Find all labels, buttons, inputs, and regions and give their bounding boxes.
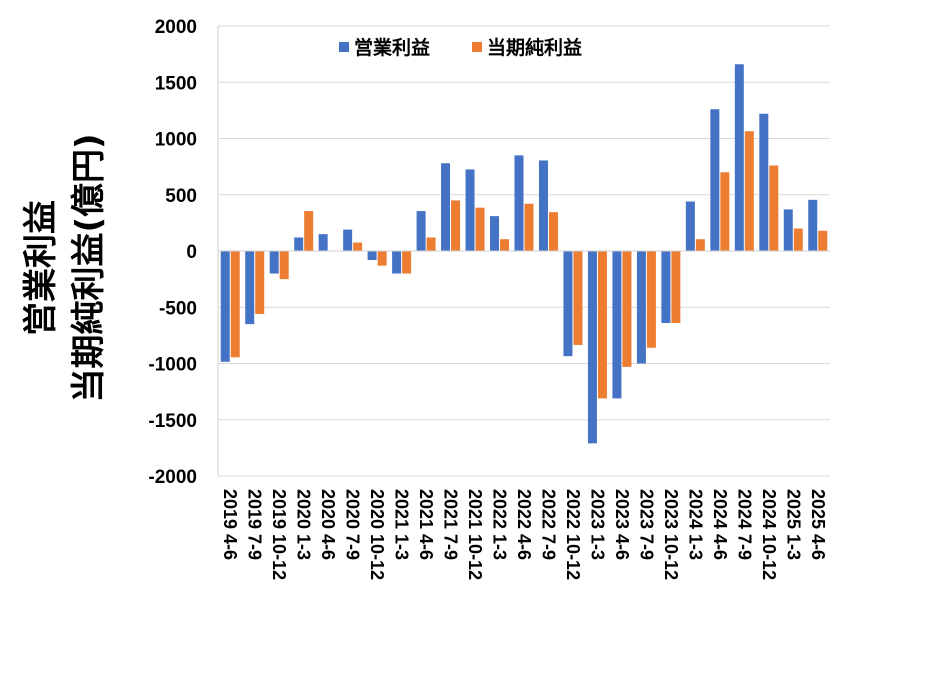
bar-operating-profit: [587, 251, 597, 444]
bar-operating-profit: [783, 209, 793, 252]
legend-swatch-operating-profit: [339, 42, 349, 52]
bar-operating-profit: [734, 64, 744, 251]
bar-net-profit: [793, 228, 803, 251]
y-axis-title-line-1: 営業利益: [21, 200, 61, 336]
y-tick-label: -1000: [148, 355, 197, 376]
y-tick-label: -2000: [148, 467, 197, 488]
bar-net-profit: [304, 211, 314, 251]
y-tick-label: 1000: [155, 130, 197, 151]
bar-net-profit: [695, 239, 705, 251]
x-category-label: 2020 1-3: [294, 489, 314, 560]
y-axis-title: 営業利益 当期純利益(億円): [21, 133, 109, 402]
bar-operating-profit: [318, 234, 328, 252]
x-category-label: 2021 4-6: [416, 489, 436, 560]
bar-net-profit: [744, 131, 754, 251]
bar-operating-profit: [563, 251, 573, 357]
bar-operating-profit: [685, 201, 695, 251]
y-tick-label: -500: [159, 298, 197, 319]
bar-net-profit: [377, 251, 387, 266]
x-category-label: 2023 4-6: [612, 489, 632, 560]
bar-net-profit: [353, 242, 363, 251]
x-category-label: 2019 4-6: [220, 489, 240, 560]
bar-operating-profit: [416, 211, 426, 251]
bar-net-profit: [500, 239, 510, 251]
bar-net-profit: [597, 251, 607, 399]
bar-net-profit: [671, 251, 681, 323]
x-category-label: 2024 10-12: [759, 489, 779, 580]
x-axis-category-labels: 2019 4-6 2019 7-9 2019 10-12 2020 1-3 2020 4…: [220, 489, 828, 580]
x-category-label: 2019 7-9: [245, 489, 265, 560]
x-category-label: 2023 7-9: [636, 489, 656, 560]
x-category-label: 2019 10-12: [269, 489, 289, 580]
legend-swatch-net-profit: [472, 42, 482, 52]
y-tick-label: 500: [165, 186, 197, 207]
y-axis-title-line-2: 当期純利益(億円): [69, 133, 109, 402]
bar-operating-profit: [392, 251, 402, 274]
bar-net-profit: [622, 251, 632, 367]
bar-net-profit: [573, 251, 583, 345]
bar-operating-profit: [490, 216, 500, 252]
y-tick-label: 0: [186, 242, 197, 263]
y-axis-tick-labels: 2000 1500 1000 500 0 -500 -1000 -1500 -2000: [148, 17, 197, 488]
bars: [220, 64, 828, 444]
bar-net-profit: [769, 165, 779, 251]
bar-net-profit: [451, 200, 461, 252]
bar-operating-profit: [269, 251, 279, 274]
bar-net-profit: [426, 237, 436, 251]
x-category-label: 2025 1-3: [783, 489, 803, 560]
x-category-label: 2020 10-12: [367, 489, 387, 580]
bar-net-profit: [548, 212, 558, 251]
y-tick-label: 1500: [155, 73, 197, 94]
x-category-label: 2023 10-12: [661, 489, 681, 580]
bar-net-profit: [818, 230, 828, 251]
bar-operating-profit: [710, 109, 720, 251]
x-category-label: 2024 7-9: [734, 489, 754, 560]
bar-net-profit: [402, 251, 412, 274]
bar-net-profit: [524, 203, 534, 251]
bar-operating-profit: [220, 251, 230, 362]
legend-label-operating-profit: 営業利益: [354, 36, 430, 59]
legend-label-net-profit: 当期純利益: [487, 36, 582, 59]
y-tick-label: 2000: [155, 17, 197, 38]
bar-operating-profit: [294, 237, 304, 251]
x-category-label: 2021 1-3: [392, 489, 412, 560]
bar-operating-profit: [636, 251, 646, 364]
x-category-label: 2022 4-6: [514, 489, 534, 560]
bar-operating-profit: [612, 251, 622, 399]
bar-operating-profit: [808, 199, 818, 251]
bar-operating-profit: [759, 113, 769, 251]
x-category-label: 2022 10-12: [563, 489, 583, 580]
bar-operating-profit: [367, 251, 377, 260]
x-category-label: 2023 1-3: [587, 489, 607, 560]
x-category-label: 2020 7-9: [343, 489, 363, 560]
x-category-label: 2021 10-12: [465, 489, 485, 580]
x-category-label: 2024 4-6: [710, 489, 730, 560]
bar-operating-profit: [245, 251, 255, 325]
bar-net-profit: [720, 172, 730, 251]
bar-net-profit: [230, 251, 240, 358]
bar-net-profit: [475, 207, 485, 251]
legend: 営業利益 当期純利益: [339, 36, 582, 59]
bar-operating-profit: [441, 163, 451, 251]
bar-operating-profit: [661, 251, 671, 323]
bar-net-profit: [255, 251, 265, 314]
x-category-label: 2020 4-6: [318, 489, 338, 560]
bar-operating-profit: [538, 160, 548, 251]
y-tick-label: -1500: [148, 411, 197, 432]
x-category-label: 2022 7-9: [538, 489, 558, 560]
x-category-label: 2022 1-3: [490, 489, 510, 560]
bar-net-profit: [279, 251, 289, 280]
x-category-label: 2025 4-6: [808, 489, 828, 560]
x-category-label: 2021 7-9: [441, 489, 461, 560]
x-category-label: 2024 1-3: [685, 489, 705, 560]
bar-operating-profit: [514, 155, 524, 252]
bar-operating-profit: [343, 229, 353, 252]
bar-operating-profit: [465, 169, 475, 251]
bar-net-profit: [646, 251, 656, 348]
